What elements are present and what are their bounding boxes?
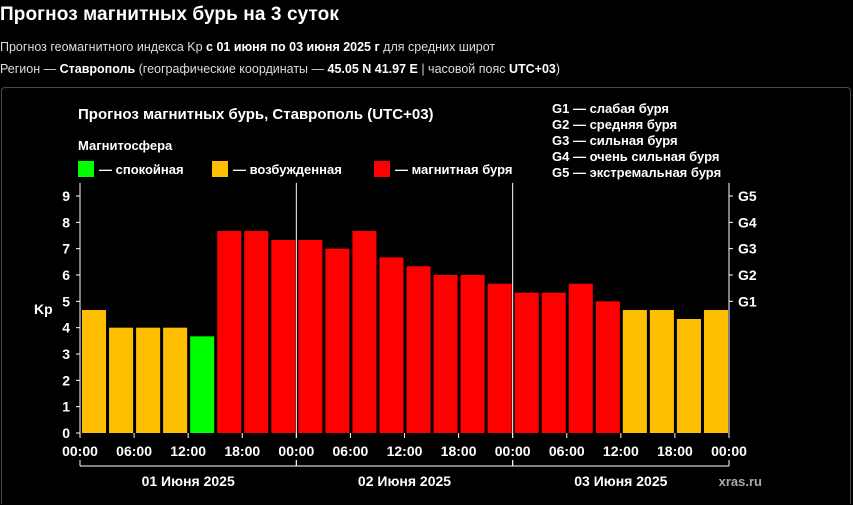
- g-tick-label: G5: [738, 188, 757, 204]
- x-tick-label: 18:00: [441, 443, 477, 459]
- g-tick-label: G3: [738, 241, 757, 257]
- x-tick-label: 18:00: [224, 443, 260, 459]
- storm-scale-item: G5 — экстремальная буря: [552, 165, 721, 180]
- storm-scale-item: G1 — слабая буря: [552, 101, 669, 116]
- storm-scale-item: G2 — средняя буря: [552, 117, 677, 132]
- y-tick-label: 5: [62, 293, 70, 309]
- kp-forecast-chart: Прогноз магнитных бурь, Ставрополь (UTC+…: [34, 101, 762, 489]
- kp-bar: [82, 310, 107, 433]
- kp-bar: [487, 283, 512, 433]
- axes: 0 1 2 3 4 5 6 7 8 9 G1 G2 G3 G4 G5 00:00 06:00 12:00 18:00…: [62, 182, 757, 489]
- kp-bar: [190, 336, 215, 433]
- timezone-value: UTC+03: [508, 62, 556, 76]
- kp-bar: [703, 310, 728, 433]
- y-tick-label: 1: [62, 399, 70, 415]
- kp-bar: [109, 327, 134, 433]
- region-prefix: Регион —: [0, 62, 60, 76]
- kp-bar: [136, 327, 161, 433]
- x-tick-label: 12:00: [387, 443, 423, 459]
- legend: — спокойная — возбужденная — магнитная бур…: [78, 161, 512, 177]
- kp-bar: [379, 257, 404, 433]
- legend-title: Магнитосфера: [78, 138, 173, 153]
- chart-title: Прогноз магнитных бурь, Ставрополь (UTC+…: [78, 106, 434, 123]
- bars: [82, 231, 728, 433]
- y-tick-label: 2: [62, 372, 70, 388]
- forecast-suffix: для средних широт: [379, 40, 496, 54]
- kp-bar: [514, 292, 539, 433]
- region-coords: 45.05 N 41.97 E: [327, 62, 418, 76]
- legend-swatch: [78, 161, 94, 177]
- kp-bar: [433, 275, 458, 433]
- storm-scale-item: G3 — сильная буря: [552, 133, 678, 148]
- y-tick-label: 0: [62, 425, 70, 441]
- kp-bar: [217, 231, 242, 433]
- watermark: xras.ru: [719, 474, 762, 489]
- y-axis-label: Kp: [34, 301, 53, 317]
- y-tick-label: 6: [62, 267, 70, 283]
- legend-label: — спокойная: [99, 162, 184, 177]
- chart-panel: Прогноз магнитных бурь, Ставрополь (UTC+…: [1, 87, 851, 504]
- x-tick-label: 12:00: [603, 443, 639, 459]
- legend-swatch: [374, 161, 390, 177]
- kp-bar: [406, 266, 431, 433]
- g-tick-label: G2: [738, 267, 757, 283]
- region-info: Регион — Ставрополь (географические коор…: [0, 62, 560, 76]
- x-tick-label: 18:00: [657, 443, 693, 459]
- x-tick-label: 06:00: [549, 443, 585, 459]
- legend-label: — возбужденная: [233, 162, 342, 177]
- kp-bar: [460, 275, 485, 433]
- day-label: 01 Июня 2025: [142, 473, 235, 489]
- kp-bar: [325, 248, 350, 433]
- g-tick-label: G1: [738, 293, 757, 309]
- y-tick-label: 8: [62, 214, 70, 230]
- kp-bar: [271, 239, 296, 433]
- y-tick-label: 4: [62, 320, 70, 336]
- region-city: Ставрополь: [59, 62, 136, 76]
- region-mid: (географические координаты —: [135, 62, 328, 76]
- kp-bar: [298, 239, 323, 433]
- kp-bar: [595, 301, 620, 433]
- forecast-date-range: с 01 июня по 03 июня 2025 г: [206, 40, 380, 54]
- region-end: ): [555, 62, 561, 76]
- x-tick-label: 00:00: [495, 443, 531, 459]
- storm-scale-item: G4 — очень сильная буря: [552, 149, 719, 164]
- forecast-description: Прогноз геомагнитного индекса Kp с 01 ию…: [0, 40, 495, 54]
- kp-bar: [568, 283, 593, 433]
- x-tick-label: 06:00: [333, 443, 369, 459]
- page-title: Прогноз магнитных бурь на 3 суток: [0, 4, 340, 25]
- x-tick-label: 00:00: [711, 443, 747, 459]
- y-tick-label: 9: [62, 188, 70, 204]
- kp-bar: [622, 310, 647, 433]
- kp-bar: [163, 327, 188, 433]
- kp-bar: [649, 310, 674, 433]
- legend-swatch: [212, 161, 228, 177]
- x-tick-label: 00:00: [62, 443, 98, 459]
- timezone-prefix: | часовой пояс: [417, 62, 509, 76]
- g-tick-label: G4: [738, 214, 757, 230]
- forecast-prefix: Прогноз геомагнитного индекса Kp: [0, 40, 207, 54]
- kp-bar: [244, 231, 269, 433]
- kp-bar: [541, 292, 566, 433]
- kp-bar: [352, 231, 377, 433]
- x-tick-label: 00:00: [278, 443, 314, 459]
- kp-bar: [676, 318, 701, 433]
- y-tick-label: 7: [62, 241, 70, 257]
- y-tick-label: 3: [62, 346, 70, 362]
- day-label: 03 Июня 2025: [574, 473, 667, 489]
- x-tick-label: 06:00: [116, 443, 152, 459]
- x-tick-label: 12:00: [170, 443, 206, 459]
- legend-label: — магнитная буря: [395, 162, 512, 177]
- day-label: 02 Июня 2025: [358, 473, 451, 489]
